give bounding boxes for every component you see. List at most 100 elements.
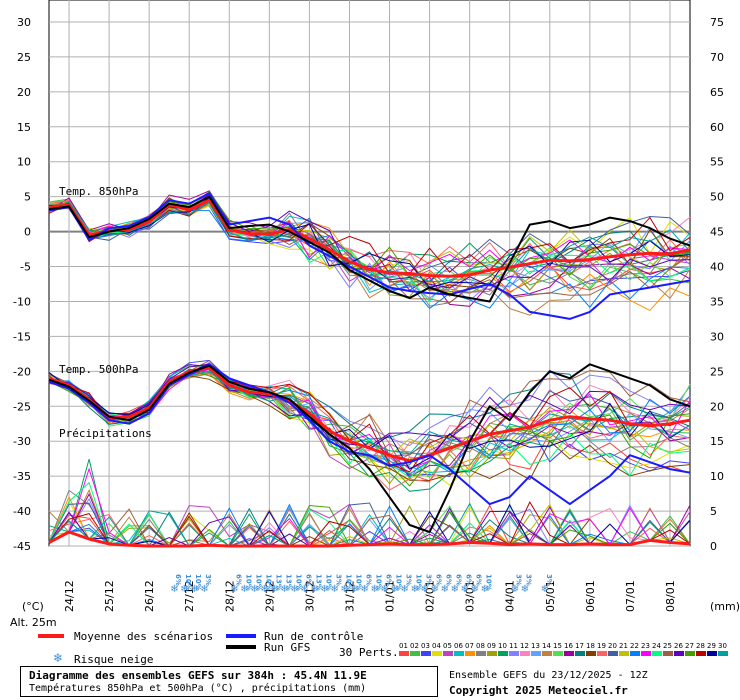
snowflake-icon: ❄ (360, 584, 368, 595)
snow-risk-marker: 10%❄ (240, 574, 252, 595)
date-tick-label: 25/12 (103, 580, 116, 612)
pert-id-label: 30 (718, 642, 727, 650)
perturbation-legend: 01 02 03 04 05 06 07 08 09 10 11 12 13 14 15 16 17 18 19 20… (399, 642, 728, 656)
pert-color-swatch (476, 651, 486, 656)
snow-risk-marker: 10%❄ (340, 574, 352, 595)
snow-risk-marker: 10%❄ (180, 574, 192, 595)
snowflake-icon: ❄ (371, 584, 379, 595)
pert-id-label: 29 (707, 642, 716, 650)
snowflake-icon: ❄ (230, 584, 238, 595)
snowflake-icon: ❄ (441, 584, 449, 595)
date-tick-label: 26/12 (143, 580, 156, 612)
snowflake-icon: ❄ (521, 584, 529, 595)
pert-id-label: 26 (674, 642, 683, 650)
left-tick-label: -15 (13, 330, 31, 343)
pert-id-label: 05 (443, 642, 452, 650)
series-line-t850 (48, 195, 691, 303)
right-tick-label: 50 (710, 191, 724, 204)
snow-risk-marker: 6%❄ (441, 574, 453, 595)
pert-id-label: 18 (586, 642, 595, 650)
pert-color-swatch (454, 651, 464, 656)
date-tick-label: 03/01 (464, 580, 477, 612)
snowflake-icon: ❄ (471, 584, 479, 595)
snow-risk-marker: 13%❄ (280, 574, 292, 595)
snow-risk-pct: 10% (395, 574, 403, 591)
snowflake-icon: ❄ (170, 584, 178, 595)
snowflake-icon: ❄ (381, 584, 389, 595)
snow-risk-pct: 3% (425, 574, 433, 586)
snowflake-icon: ❄ (320, 584, 328, 595)
left-tick-label: -10 (13, 295, 31, 308)
left-tick-label: -5 (20, 261, 31, 274)
perturbation-line (48, 363, 691, 447)
date-tick-label: 30/12 (303, 580, 316, 612)
date-tick-label: 02/01 (424, 580, 437, 612)
snow-risk-marker: 10%❄ (320, 574, 332, 595)
snow-risk-pct: 13% (274, 574, 282, 591)
pert-id-label: 04 (432, 642, 441, 650)
snowflake-icon: ❄ (511, 584, 519, 595)
pert-color-swatch (597, 651, 607, 656)
legend: Moyenne des scénarios Run de contrôle Ru… (38, 630, 728, 666)
snow-risk-pct: 10% (254, 574, 262, 591)
pert-color-swatch (410, 651, 420, 656)
legend-snow-label: Risque neige (74, 653, 153, 666)
snow-risk-marker: 6%❄ (461, 574, 473, 595)
snowflake-icon: ❄ (260, 584, 268, 595)
pert-id-label: 08 (476, 642, 485, 650)
left-tick-label: 5 (24, 191, 31, 204)
date-tick-label: 05/01 (544, 580, 557, 612)
left-tick-label: 25 (17, 51, 31, 64)
snowflake-icon: ❄ (190, 584, 198, 595)
legend-mean-label: Moyenne des scénarios (74, 630, 213, 643)
snowflake-icon: ❄ (200, 584, 208, 595)
snowflake-icon: ❄ (411, 584, 419, 595)
pert-id-label: 28 (696, 642, 705, 650)
copyright: Copyright 2025 Meteociel.fr (449, 684, 628, 697)
snow-risk-pct: 6% (465, 574, 473, 586)
snow-risk-marker: 6%❄ (431, 574, 443, 595)
pert-color-swatch (685, 651, 695, 656)
right-tick-label: 55 (710, 156, 724, 169)
right-tick-label: 20 (710, 400, 724, 413)
snow-risk-pct: 10% (485, 574, 493, 591)
snow-risk-marker: 3%❄ (511, 574, 523, 595)
pert-id-label: 11 (509, 642, 518, 650)
pert-id-label: 23 (641, 642, 650, 650)
snowflake-icon: ❄ (431, 584, 439, 595)
pert-id-label: 15 (553, 642, 562, 650)
snow-risk-pct: 6% (385, 574, 393, 586)
snow-risk-marker: 10%❄ (350, 574, 362, 595)
pert-color-swatch (487, 651, 497, 656)
date-tick-label: 28/12 (223, 580, 236, 612)
series-line-t500 (48, 366, 691, 463)
pert-id-label: 03 (421, 642, 430, 650)
right-tick-label: 45 (710, 226, 724, 239)
right-tick-label: 35 (710, 295, 724, 308)
snow-risk-marker: 13%❄ (270, 574, 282, 595)
snow-risk-row: 6%❄ 10%❄ 10%❄3%❄6%❄ 10%❄ 10%❄ 10%❄ 13%❄ 13%❄ 10%… (170, 574, 553, 595)
right-tick-label: 15 (710, 435, 724, 448)
right-tick-label: 0 (710, 540, 717, 553)
pert-id-label: 24 (652, 642, 661, 650)
left-tick-label: 15 (17, 121, 31, 134)
snow-risk-pct: 10% (244, 574, 252, 591)
pert-color-swatch (465, 651, 475, 656)
right-tick-label: 75 (710, 16, 724, 29)
snow-risk-marker: 3%❄ (401, 574, 413, 595)
pert-color-swatch (674, 651, 684, 656)
snowflake-icon: ❄ (280, 584, 288, 595)
ensemble-run-label: Ensemble GEFS du 23/12/2025 - 12Z (449, 670, 648, 681)
snowflake-icon: ❄ (421, 584, 429, 595)
snowflake-icon: ❄ (310, 584, 318, 595)
pert-color-swatch (399, 651, 409, 656)
left-tick-label: 20 (17, 86, 31, 99)
snow-risk-pct: 6% (455, 574, 463, 586)
snow-risk-pct: 13% (284, 574, 292, 591)
pert-id-label: 06 (454, 642, 463, 650)
pert-color-swatch (663, 651, 673, 656)
chart-title-box: Diagramme des ensembles GEFS sur 384h : … (20, 666, 438, 697)
left-tick-label: 0 (24, 226, 31, 239)
left-tick-label: -30 (13, 435, 31, 448)
